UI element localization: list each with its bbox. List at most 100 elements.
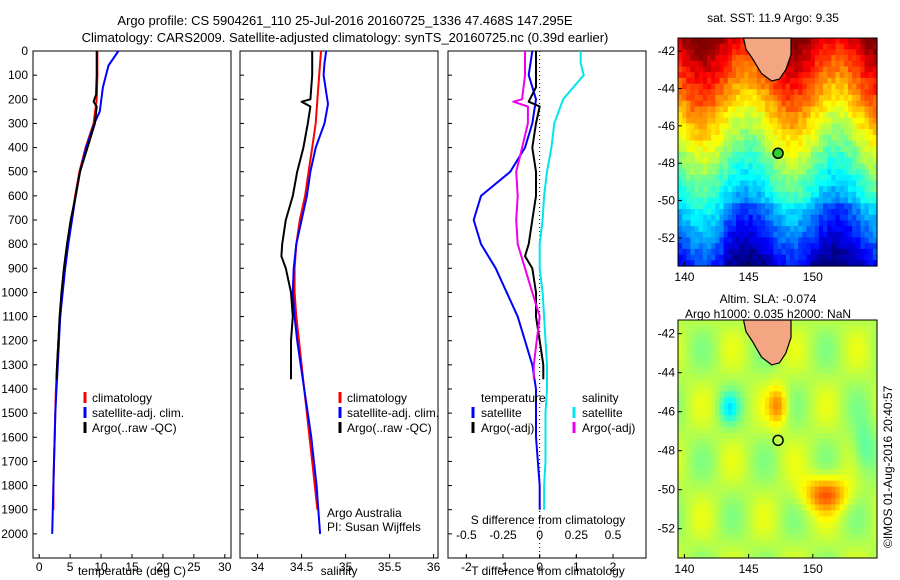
- map-cell: [789, 43, 795, 50]
- map-cell: [802, 450, 808, 458]
- map-cell: [765, 209, 770, 216]
- map-cell: [769, 163, 774, 170]
- map-cell: [847, 66, 853, 73]
- map-cell: [781, 248, 787, 256]
- map-cell: [781, 439, 787, 446]
- map-cell: [835, 180, 841, 187]
- map-cell: [698, 444, 704, 452]
- map-cell: [690, 163, 696, 170]
- map-cell: [806, 55, 812, 62]
- x-tick-label: 5: [67, 560, 74, 574]
- map-cell: [686, 343, 692, 351]
- map-cell: [736, 146, 741, 153]
- map-cell: [814, 243, 820, 250]
- map-cell: [814, 373, 820, 381]
- map-cell: [678, 403, 683, 410]
- map-cell: [802, 522, 808, 529]
- map-cell: [860, 522, 866, 529]
- map-cell: [723, 243, 729, 250]
- map-cell: [682, 95, 687, 102]
- map-cell: [690, 397, 696, 404]
- map-cell: [686, 152, 692, 159]
- map-cell: [678, 260, 683, 267]
- map-cell: [702, 43, 708, 50]
- map-cell: [818, 403, 824, 410]
- map-cell: [794, 152, 799, 159]
- map-cell: [678, 534, 683, 541]
- map-cell: [794, 180, 799, 187]
- map-cell: [765, 77, 770, 85]
- map-cell: [744, 123, 750, 130]
- map-cell: [686, 248, 692, 256]
- map-cell: [794, 43, 799, 50]
- map-cell: [769, 433, 774, 440]
- map-cell: [744, 480, 750, 488]
- map-cell: [843, 516, 849, 523]
- map-cell: [711, 254, 716, 261]
- map-cell: [682, 169, 687, 176]
- map-cell: [698, 456, 704, 464]
- map-cell: [868, 191, 874, 199]
- map-cell: [818, 157, 824, 164]
- map-cell: [748, 516, 754, 523]
- map-cell: [765, 427, 770, 434]
- map-cell: [690, 49, 696, 56]
- map-cell: [744, 214, 750, 221]
- series-line-t-argo-adj: [524, 51, 545, 380]
- map-cell: [740, 355, 745, 363]
- map-cell: [789, 134, 795, 142]
- map-cell: [777, 361, 783, 369]
- map-cell: [856, 38, 862, 45]
- map-cell: [765, 415, 770, 422]
- map-cell: [707, 203, 712, 210]
- map-cell: [707, 421, 712, 428]
- map-cell: [843, 49, 849, 56]
- map-cell: [686, 510, 692, 517]
- map-cell: [715, 534, 721, 541]
- map-cell: [682, 427, 687, 434]
- legend-label-s-argo: Argo(-adj): [582, 421, 635, 435]
- map-cell: [686, 157, 692, 164]
- map-cell: [864, 243, 870, 250]
- map-cell: [698, 100, 704, 107]
- map-cell: [798, 77, 803, 85]
- map-cell: [707, 504, 712, 511]
- map-cell: [839, 546, 845, 553]
- map-cell: [740, 337, 745, 345]
- map-cell: [810, 468, 816, 476]
- map-x-tick-label: 145: [739, 562, 759, 576]
- map-cell: [686, 117, 692, 125]
- map-cell: [868, 214, 874, 221]
- map-cell: [823, 433, 828, 440]
- map-cell: [781, 391, 787, 398]
- map-cell: [860, 243, 866, 250]
- map-cell: [756, 83, 762, 90]
- map-cell: [810, 152, 816, 159]
- map-cell: [731, 439, 737, 446]
- map-cell: [715, 214, 721, 221]
- map-cell: [715, 331, 721, 339]
- map-cell: [868, 237, 874, 244]
- series-line-t-satellite: [472, 50, 541, 510]
- map-cell: [752, 60, 758, 68]
- map-cell: [810, 231, 816, 239]
- map-cell: [727, 450, 733, 458]
- map-cell: [731, 243, 737, 250]
- map-cell: [777, 231, 783, 239]
- map-cell: [707, 349, 712, 357]
- map-cell: [719, 361, 725, 369]
- map-cell: [860, 123, 866, 130]
- map-cell: [711, 462, 716, 470]
- map-cell: [719, 385, 725, 392]
- map-cell: [794, 123, 799, 130]
- map-cell: [818, 450, 824, 458]
- map-cell: [785, 163, 791, 170]
- map-cell: [744, 231, 750, 239]
- map-cell: [707, 197, 712, 204]
- map-cell: [707, 427, 712, 434]
- x2-tick-label: 0: [536, 528, 543, 542]
- map-cell: [835, 43, 841, 50]
- map-cell: [814, 486, 820, 494]
- map-cell: [744, 197, 750, 204]
- map-cell: [744, 456, 750, 464]
